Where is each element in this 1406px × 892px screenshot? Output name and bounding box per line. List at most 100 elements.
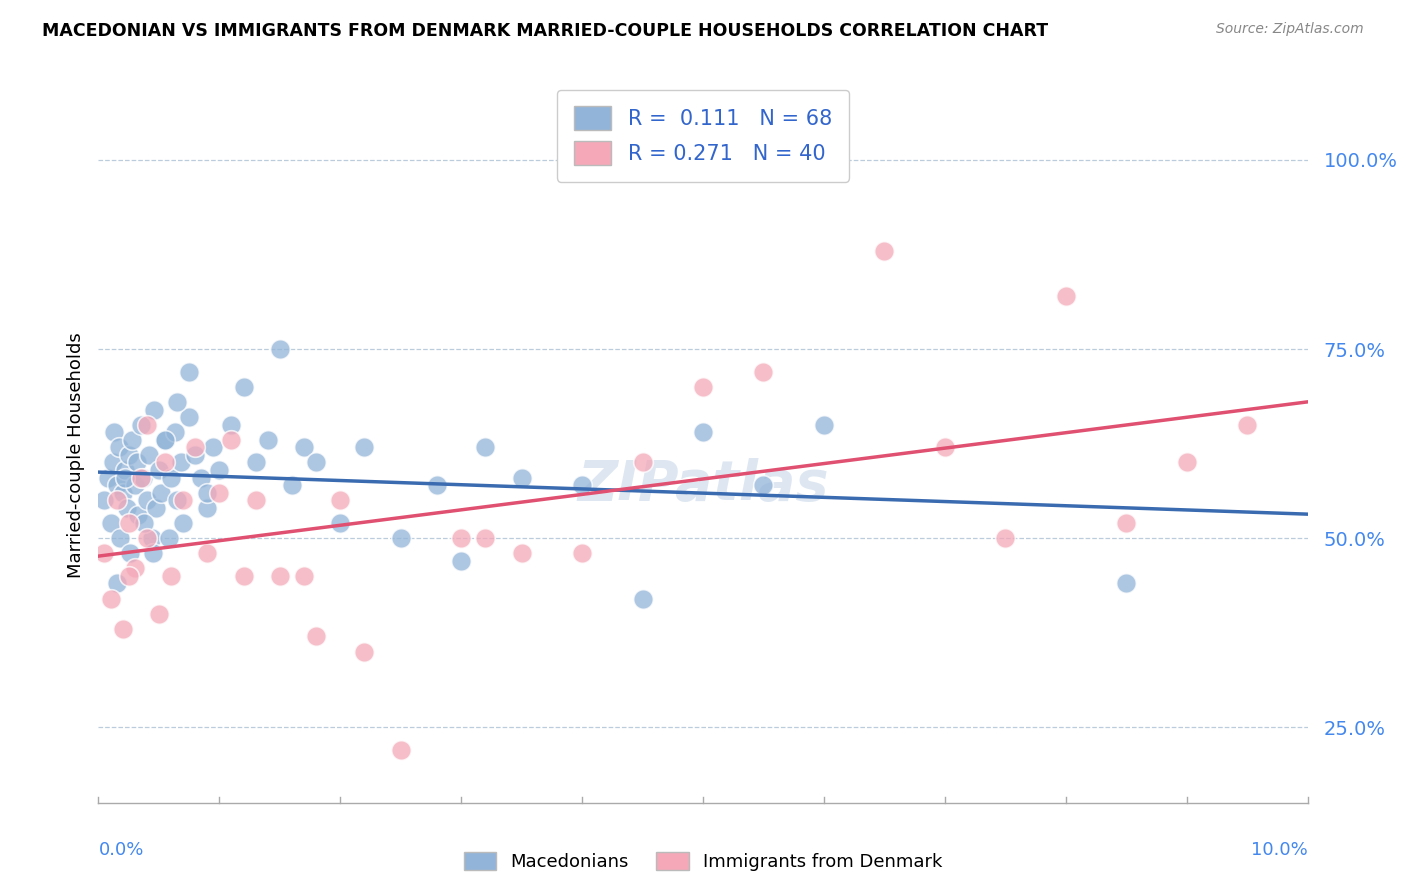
Point: [281, 478, 304, 492]
Point: [172, 516, 194, 530]
Point: [208, 463, 231, 477]
Point: [127, 455, 149, 469]
Point: [389, 531, 412, 545]
Point: [145, 500, 167, 515]
Point: [143, 402, 166, 417]
Point: [474, 441, 496, 455]
Point: [108, 531, 131, 545]
Point: [169, 455, 191, 469]
Point: [1054, 289, 1077, 303]
Point: [166, 395, 188, 409]
Point: [153, 433, 176, 447]
Point: [150, 485, 173, 500]
Point: [232, 380, 254, 394]
Point: [114, 463, 136, 477]
Point: [135, 493, 157, 508]
Point: [195, 500, 218, 515]
Point: [118, 516, 141, 530]
Point: [329, 516, 352, 530]
Point: [157, 531, 180, 545]
Point: [353, 441, 375, 455]
Point: [1115, 516, 1137, 530]
Point: [138, 448, 160, 462]
Point: [105, 478, 128, 492]
Text: Source: ZipAtlas.com: Source: ZipAtlas.com: [1216, 22, 1364, 37]
Point: [118, 546, 141, 560]
Point: [105, 493, 128, 508]
Point: [221, 433, 243, 447]
Point: [108, 441, 131, 455]
Point: [873, 244, 896, 258]
Legend: R =  0.111   N = 68, R = 0.271   N = 40: R = 0.111 N = 68, R = 0.271 N = 40: [557, 89, 849, 181]
Text: MACEDONIAN VS IMMIGRANTS FROM DENMARK MARRIED-COUPLE HOUSEHOLDS CORRELATION CHAR: MACEDONIAN VS IMMIGRANTS FROM DENMARK MA…: [42, 22, 1049, 40]
Y-axis label: Married-couple Households: Married-couple Households: [66, 332, 84, 578]
Point: [450, 554, 472, 568]
Point: [813, 417, 835, 432]
Point: [692, 425, 714, 440]
Point: [202, 441, 225, 455]
Point: [184, 441, 207, 455]
Point: [135, 531, 157, 545]
Point: [179, 410, 201, 425]
Point: [134, 516, 156, 530]
Point: [135, 417, 157, 432]
Point: [93, 493, 115, 508]
Point: [166, 493, 188, 508]
Point: [127, 508, 149, 523]
Point: [752, 478, 775, 492]
Point: [101, 455, 124, 469]
Point: [269, 342, 291, 356]
Point: [571, 546, 593, 560]
Point: [163, 425, 186, 440]
Point: [111, 622, 134, 636]
Point: [118, 448, 141, 462]
Text: 0.0%: 0.0%: [98, 840, 143, 859]
Point: [153, 455, 176, 469]
Point: [129, 470, 152, 484]
Point: [353, 644, 375, 658]
Point: [292, 441, 315, 455]
Point: [221, 417, 243, 432]
Point: [100, 591, 122, 606]
Point: [129, 417, 152, 432]
Point: [97, 470, 120, 484]
Point: [232, 569, 254, 583]
Point: [148, 607, 170, 621]
Point: [450, 531, 472, 545]
Point: [329, 493, 352, 508]
Point: [256, 433, 278, 447]
Point: [132, 470, 155, 484]
Point: [103, 425, 125, 440]
Point: [179, 365, 201, 379]
Point: [121, 433, 143, 447]
Point: [631, 591, 654, 606]
Point: [160, 569, 183, 583]
Point: [510, 470, 533, 484]
Point: [426, 478, 449, 492]
Text: 10.0%: 10.0%: [1251, 840, 1308, 859]
Text: ZIPatlas: ZIPatlas: [578, 458, 828, 512]
Point: [1175, 455, 1198, 469]
Point: [1115, 576, 1137, 591]
Point: [111, 485, 134, 500]
Point: [305, 455, 328, 469]
Point: [114, 470, 136, 484]
Point: [245, 493, 267, 508]
Point: [142, 546, 165, 560]
Point: [994, 531, 1017, 545]
Point: [208, 485, 231, 500]
Point: [141, 531, 163, 545]
Point: [934, 441, 956, 455]
Point: [195, 546, 218, 560]
Point: [190, 470, 212, 484]
Point: [305, 629, 328, 643]
Point: [117, 500, 139, 515]
Point: [118, 569, 141, 583]
Legend: Macedonians, Immigrants from Denmark: Macedonians, Immigrants from Denmark: [457, 845, 949, 879]
Point: [389, 743, 412, 757]
Point: [148, 463, 170, 477]
Point: [93, 546, 115, 560]
Point: [474, 531, 496, 545]
Point: [752, 365, 775, 379]
Point: [195, 485, 218, 500]
